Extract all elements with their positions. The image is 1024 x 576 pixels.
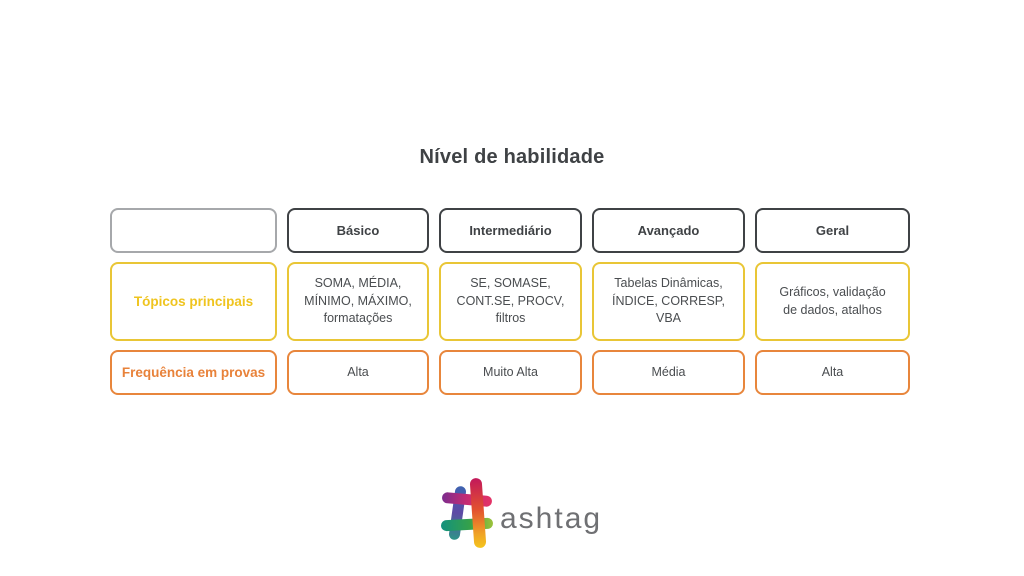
table-cell-topicos-basico: SOMA, MÉDIA, MÍNIMO, MÁXIMO, formatações bbox=[287, 262, 429, 341]
header-cell-avancado: Avançado bbox=[592, 208, 745, 253]
skill-level-table: Básico Intermediário Avançado Geral Tópi… bbox=[110, 208, 910, 395]
table-cell-frequencia-intermediario: Muito Alta bbox=[439, 350, 582, 395]
hashtag-logo-text: ashtag bbox=[500, 502, 603, 535]
header-cell-empty bbox=[110, 208, 277, 253]
header-cell-intermediario: Intermediário bbox=[439, 208, 582, 253]
table-cell-frequencia-geral: Alta bbox=[755, 350, 910, 395]
table-cell-topicos-geral: Gráficos, validação de dados, atalhos bbox=[755, 262, 910, 341]
hashtag-logo: ashtag bbox=[441, 477, 602, 551]
row-label-frequencia-em-provas: Frequência em provas bbox=[110, 350, 277, 395]
header-cell-geral: Geral bbox=[755, 208, 910, 253]
row-label-topicos-principais: Tópicos principais bbox=[110, 262, 277, 341]
header-cell-basico: Básico bbox=[287, 208, 429, 253]
table-cell-frequencia-avancado: Média bbox=[592, 350, 745, 395]
hashtag-brush-icon bbox=[441, 478, 493, 548]
page-title: Nível de habilidade bbox=[419, 146, 605, 168]
table-cell-frequencia-basico: Alta bbox=[287, 350, 429, 395]
table-cell-topicos-avancado: Tabelas Dinâmicas, ÍNDICE, CORRESP, VBA bbox=[592, 262, 745, 341]
table-cell-topicos-intermediario: SE, SOMASE, CONT.SE, PROCV, filtros bbox=[439, 262, 582, 341]
